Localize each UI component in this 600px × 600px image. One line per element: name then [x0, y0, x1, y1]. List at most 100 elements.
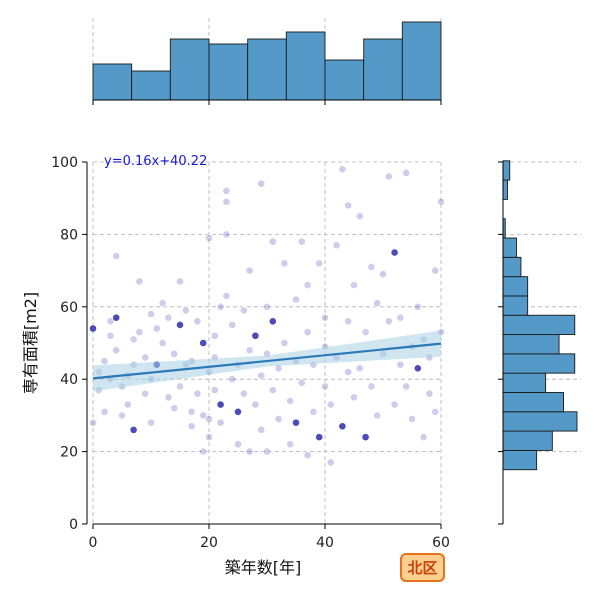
data-point [251, 400, 260, 409]
right-hist-bar [502, 314, 576, 336]
right-marginal-histogram [498, 160, 581, 525]
data-point [129, 425, 138, 434]
data-point [216, 302, 225, 311]
top-hist-bar [363, 38, 403, 101]
data-point [141, 353, 150, 362]
data-point [338, 165, 347, 174]
data-point [355, 212, 364, 221]
data-point [379, 270, 387, 279]
data-point [170, 349, 179, 358]
data-point [396, 360, 405, 369]
data-point [205, 433, 213, 442]
data-point [152, 324, 161, 333]
data-point [280, 259, 289, 268]
data-point [274, 415, 283, 423]
data-point [147, 310, 155, 318]
data-point [280, 339, 289, 347]
data-point [326, 400, 335, 409]
data-point [303, 281, 312, 289]
data-point [437, 197, 445, 206]
data-point [338, 422, 347, 431]
data-point [228, 320, 237, 329]
data-point [100, 357, 109, 365]
right-hist-bar [502, 256, 522, 278]
data-point [402, 168, 411, 177]
data-point [176, 382, 184, 391]
data-point [408, 415, 416, 423]
data-point [234, 440, 242, 449]
top-hist-bar [208, 43, 249, 101]
data-point [158, 339, 167, 347]
top-hist-bar [247, 38, 287, 101]
data-point [257, 179, 266, 188]
data-point [350, 393, 358, 402]
data-point [332, 241, 341, 250]
data-point [303, 328, 312, 337]
data-point [245, 447, 254, 456]
data-point [199, 447, 208, 456]
y-tick-label: 100 [51, 155, 78, 171]
data-point [129, 335, 138, 344]
x-tick-label: 40 [316, 535, 334, 551]
data-point [216, 400, 225, 409]
top-hist-bar [285, 31, 326, 101]
region-badge-label: 北区 [407, 559, 437, 577]
data-point [135, 328, 144, 337]
data-point [344, 368, 353, 376]
data-point [361, 328, 370, 337]
data-point [181, 306, 190, 315]
data-point [344, 201, 353, 210]
data-point [361, 433, 370, 442]
data-point [373, 411, 382, 420]
data-point [106, 317, 115, 326]
data-point [257, 371, 266, 380]
data-point [118, 411, 126, 420]
data-point [384, 317, 393, 326]
data-point [222, 292, 231, 300]
y-tick-label: 20 [60, 445, 78, 461]
data-point [292, 418, 300, 427]
data-point [263, 302, 271, 311]
data-point [89, 418, 97, 427]
data-point [106, 331, 115, 340]
data-point [390, 248, 399, 257]
y-tick-label: 40 [60, 372, 78, 388]
data-point [413, 302, 422, 311]
data-point [158, 299, 167, 308]
regression-equation: y=0.16x+40.22 [104, 154, 207, 169]
data-point [257, 425, 266, 434]
data-point [384, 172, 393, 181]
data-point [355, 364, 364, 373]
data-point [193, 317, 202, 326]
data-point [239, 306, 248, 315]
y-tick-label: 80 [60, 227, 78, 243]
data-point [193, 389, 202, 398]
data-point [344, 317, 353, 326]
y-axis-title: 専有面積[m2] [21, 292, 40, 394]
region-badge: 北区 [400, 553, 445, 582]
data-point [413, 364, 422, 373]
data-point [176, 277, 184, 286]
data-point [112, 313, 121, 322]
data-point [187, 422, 196, 431]
data-point [100, 407, 109, 416]
data-point [164, 313, 173, 322]
x-axis-title: 築年数[年] [225, 558, 302, 577]
data-point [321, 313, 329, 322]
right-hist-bar [502, 179, 508, 200]
top-hist-bar [169, 38, 210, 101]
right-hist-bar [502, 430, 553, 451]
data-point [321, 382, 329, 391]
right-hist-bar [502, 295, 529, 316]
data-point [234, 407, 242, 416]
data-point [286, 440, 295, 449]
data-point [141, 389, 150, 398]
right-hist-bar [502, 449, 538, 471]
data-point [147, 418, 155, 427]
data-point [199, 411, 208, 420]
data-point [251, 331, 260, 340]
data-point [268, 386, 277, 394]
data-point [286, 397, 295, 405]
data-point [315, 433, 324, 442]
x-tick-label: 20 [200, 535, 218, 551]
